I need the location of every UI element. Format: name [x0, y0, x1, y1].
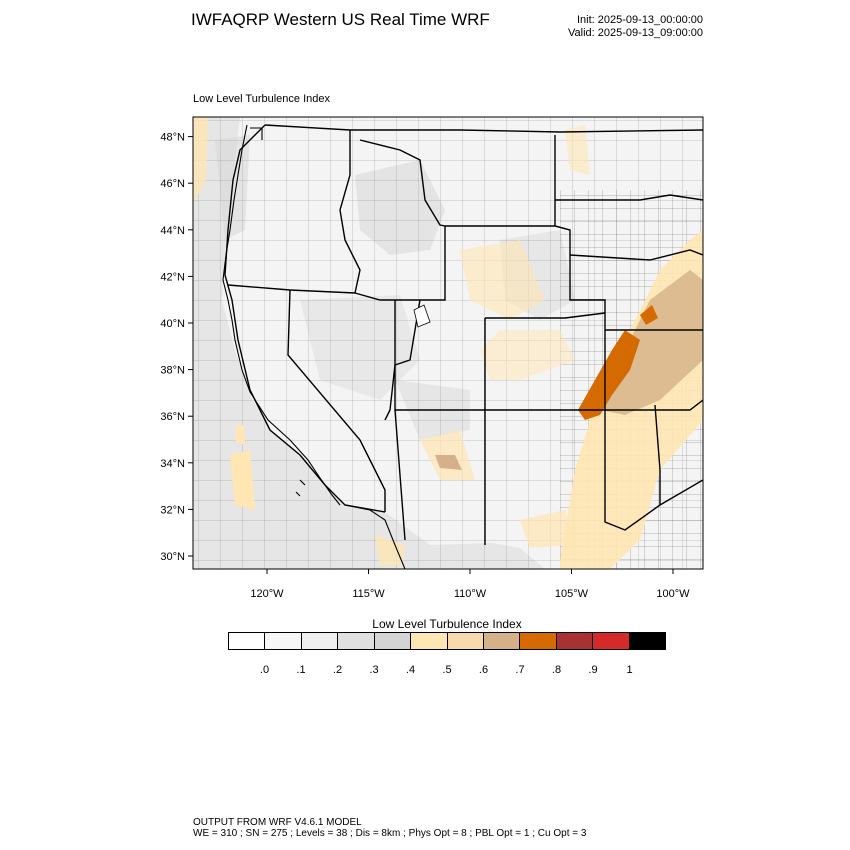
lat-label: 48°N: [160, 132, 185, 144]
colorbar-swatch: [483, 633, 521, 649]
lat-label: 44°N: [160, 225, 185, 237]
footer-config: WE = 310 ; SN = 275 ; Levels = 38 ; Dis …: [193, 828, 587, 839]
run-info: Init: 2025-09-13_00:00:00 Valid: 2025-09…: [540, 14, 703, 40]
model-footer: OUTPUT FROM WRF V4.6.1 MODEL WE = 310 ; …: [193, 817, 586, 839]
colorbar-label: .1: [296, 664, 306, 676]
lon-label: 100°W: [656, 588, 690, 600]
init-time: Init: 2025-09-13_00:00:00: [577, 14, 703, 26]
colorbar-swatch: [556, 633, 594, 649]
lat-label: 38°N: [160, 365, 185, 377]
colorbar-swatch: [520, 633, 557, 649]
great-salt-lake: [413, 304, 431, 328]
valid-time: Valid: 2025-09-13_09:00:00: [568, 27, 703, 39]
colorbar-label: .3: [369, 664, 379, 676]
colorbar-swatch: [301, 633, 339, 649]
lat-label: 40°N: [160, 318, 185, 330]
colorbar-label: .5: [442, 664, 452, 676]
colorbar-swatch: [447, 633, 484, 649]
colorbar-label: .7: [515, 664, 525, 676]
colorbar-label: .4: [405, 664, 416, 676]
colorbar-title: Low Level Turbulence Index: [372, 617, 522, 631]
colorbar-swatch: [338, 633, 375, 649]
lat-label: 30°N: [160, 551, 185, 563]
coastline: [222, 124, 406, 569]
colorbar-swatch: [629, 633, 666, 649]
latitude-ticks: 30°N 32°N 34°N 36°N 38°N 40°N 42°N 44°N 46°N 48°N: [160, 132, 193, 563]
longitude-ticks: 120°W 115°W 110°W 105°W 100°W: [250, 569, 690, 600]
lon-label: 110°W: [454, 588, 487, 600]
colorbar: [228, 632, 666, 650]
lat-label: 46°N: [160, 178, 185, 190]
colorbar-label: 1: [626, 664, 633, 676]
colorbar-swatch: [374, 633, 412, 649]
state-borders: [224, 124, 703, 545]
colorbar-swatch: [411, 633, 448, 649]
turbulence-shading: [193, 117, 703, 569]
lon-label: 105°W: [555, 588, 589, 600]
map-frame: [192, 116, 704, 570]
colorbar-label: .8: [551, 664, 562, 676]
footer-model: OUTPUT FROM WRF V4.6.1 MODEL: [193, 817, 362, 828]
main-title: IWFAQRP Western US Real Time WRF: [191, 10, 490, 29]
lat-label: 34°N: [160, 458, 185, 470]
colorbar-swatch: [229, 633, 266, 649]
lon-label: 115°W: [352, 588, 385, 600]
colorbar-label: .0: [259, 664, 270, 676]
lon-label: 120°W: [250, 588, 284, 600]
colorbar-label: .6: [478, 664, 489, 676]
lat-label: 36°N: [160, 411, 185, 423]
lat-label: 32°N: [160, 504, 185, 516]
map-field: [193, 117, 703, 569]
colorbar-swatch: [593, 633, 630, 649]
lat-label: 42°N: [160, 271, 185, 283]
colorbar-label: .2: [332, 664, 343, 676]
colorbar-label: .9: [588, 664, 598, 676]
field-title: Low Level Turbulence Index: [193, 93, 330, 105]
colorbar-swatch: [265, 633, 302, 649]
